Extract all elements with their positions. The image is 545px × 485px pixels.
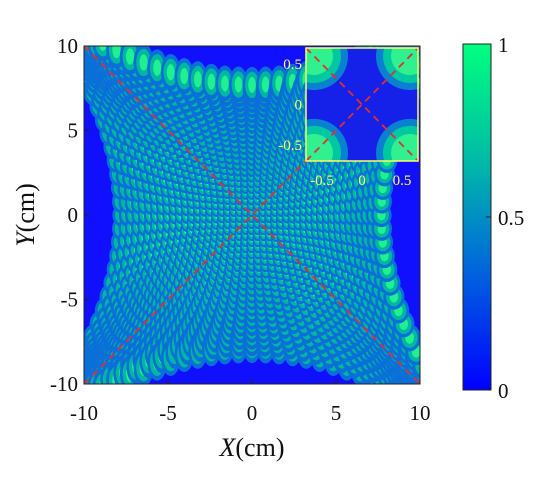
spot-core [207,73,216,90]
spot-core [125,48,135,65]
spot-core [139,54,148,71]
intensity-spots [84,46,420,384]
spot-core [180,68,189,85]
spot-core [234,76,243,93]
spot-core [221,75,229,92]
spot-core [99,46,107,51]
spot-core [112,46,121,59]
spot-core [166,64,175,81]
spot-core [193,71,202,88]
spot-core [153,59,162,76]
heatmap-plot [83,45,421,385]
spot-core [261,76,270,93]
spot-core [248,76,256,93]
